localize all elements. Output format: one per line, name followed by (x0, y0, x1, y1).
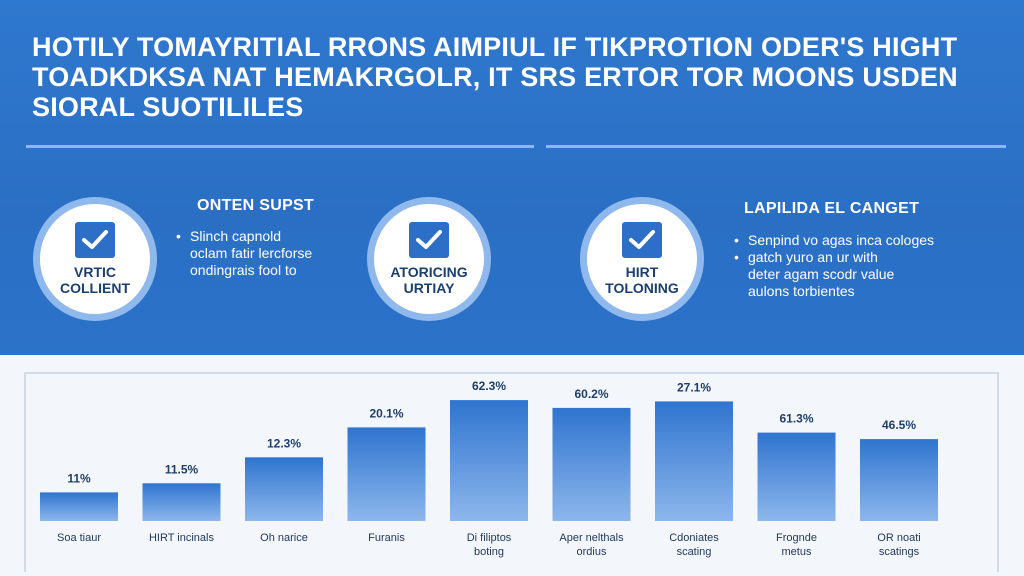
badge-inner: HIRT TOLONING (587, 204, 697, 314)
category-label-9-line-2: scatings (879, 546, 920, 558)
badge-label: ATORICING URTIAY (390, 264, 468, 296)
bar-5 (450, 400, 528, 521)
chart-frame (24, 372, 999, 572)
category-label-2: HIRT incinals (149, 532, 215, 544)
bar-9 (860, 439, 938, 521)
bar-4 (347, 427, 426, 521)
category-label-6-line-2: ordius (577, 546, 607, 558)
title-line-2: TOADKDKSA NAT HEMAKRGOLR, IT SRS ERTOR T… (32, 62, 958, 92)
list-item: gatch yuro an ur with (734, 249, 934, 266)
list-item: aulons torbientes (748, 283, 855, 299)
checkmark-icon (409, 222, 449, 258)
list-item: ondingrais fool to (190, 262, 297, 278)
list-item: Senpind vo agas inca cologes (734, 232, 934, 249)
value-label-4: 20.1% (369, 406, 403, 420)
category-label-6-line-1: Aper nelthals (559, 532, 624, 544)
bar-1 (40, 492, 118, 521)
category-label-1: Soa tiaur (57, 532, 101, 544)
category-label-5-line-1: Di filiptos (467, 532, 512, 544)
bullet-list-left: Slinch capnold oclam fatir lercforse ond… (176, 228, 312, 279)
bar-8 (757, 432, 836, 521)
title-line-1: HOTILY TOMAYRITIAL RRONS AIMPIUL IF TIKP… (32, 32, 958, 62)
badge-vrtic-collient: VRTIC COLLIENT (33, 197, 157, 321)
bar-6 (552, 407, 631, 521)
value-label-5: 62.3% (472, 379, 506, 393)
value-label-7: 27.1% (677, 380, 711, 394)
badge-hirt-toloning: HIRT TOLONING (580, 197, 704, 321)
bar-7 (655, 401, 733, 521)
value-label-8: 61.3% (779, 412, 813, 426)
left-divider (26, 145, 534, 148)
checkmark-icon (622, 222, 662, 258)
value-label-1: 11% (67, 471, 91, 485)
right-divider (546, 145, 1006, 148)
header-banner: HOTILY TOMAYRITIAL RRONS AIMPIUL IF TIKP… (0, 0, 1024, 355)
category-label-8-line-1: Frognde (776, 532, 817, 544)
panel-title-left: ONTEN SUPST (197, 197, 315, 214)
badge-label: HIRT TOLONING (605, 264, 679, 296)
list-item: deter agam scodr value (748, 266, 895, 282)
category-label-7-line-2: scating (677, 546, 712, 558)
list-item: Slinch capnold (176, 228, 312, 245)
bar-chart: 11% Soa tiaur 11.5% HIRT incinals 12.3% Oh na… (40, 379, 938, 558)
value-label-3: 12.3% (267, 436, 301, 450)
category-label-3: Oh narice (260, 532, 308, 544)
badge-inner: VRTIC COLLIENT (40, 204, 150, 314)
badge-atoricing-urtiay: ATORICING URTIAY (367, 197, 491, 321)
panel-title-right: LAPILIDA EL CANGET (744, 200, 920, 217)
category-label-9-line-1: OR noati (877, 532, 920, 544)
list-item: oclam fatir lercforse (190, 245, 313, 261)
bar-2 (142, 483, 221, 521)
category-label-4: Furanis (368, 532, 405, 544)
category-label-8-line-2: metus (782, 546, 812, 558)
title-line-3: SIORAL SUOTILILES (32, 92, 304, 122)
bullet-list-right: Senpind vo agas inca cologes gatch yuro … (734, 232, 934, 300)
value-label-6: 60.2% (574, 387, 608, 401)
value-label-9: 46.5% (882, 418, 916, 432)
page-title: HOTILY TOMAYRITIAL RRONS AIMPIUL IF TIKP… (32, 32, 992, 122)
bar-3 (245, 457, 323, 521)
badge-inner: ATORICING URTIAY (374, 204, 484, 314)
category-label-7-line-1: Cdoniates (669, 532, 719, 544)
badge-label: VRTIC COLLIENT (60, 264, 130, 296)
value-label-2: 11.5% (165, 462, 199, 476)
checkmark-icon (75, 222, 115, 258)
category-label-5-line-2: boting (474, 546, 504, 558)
